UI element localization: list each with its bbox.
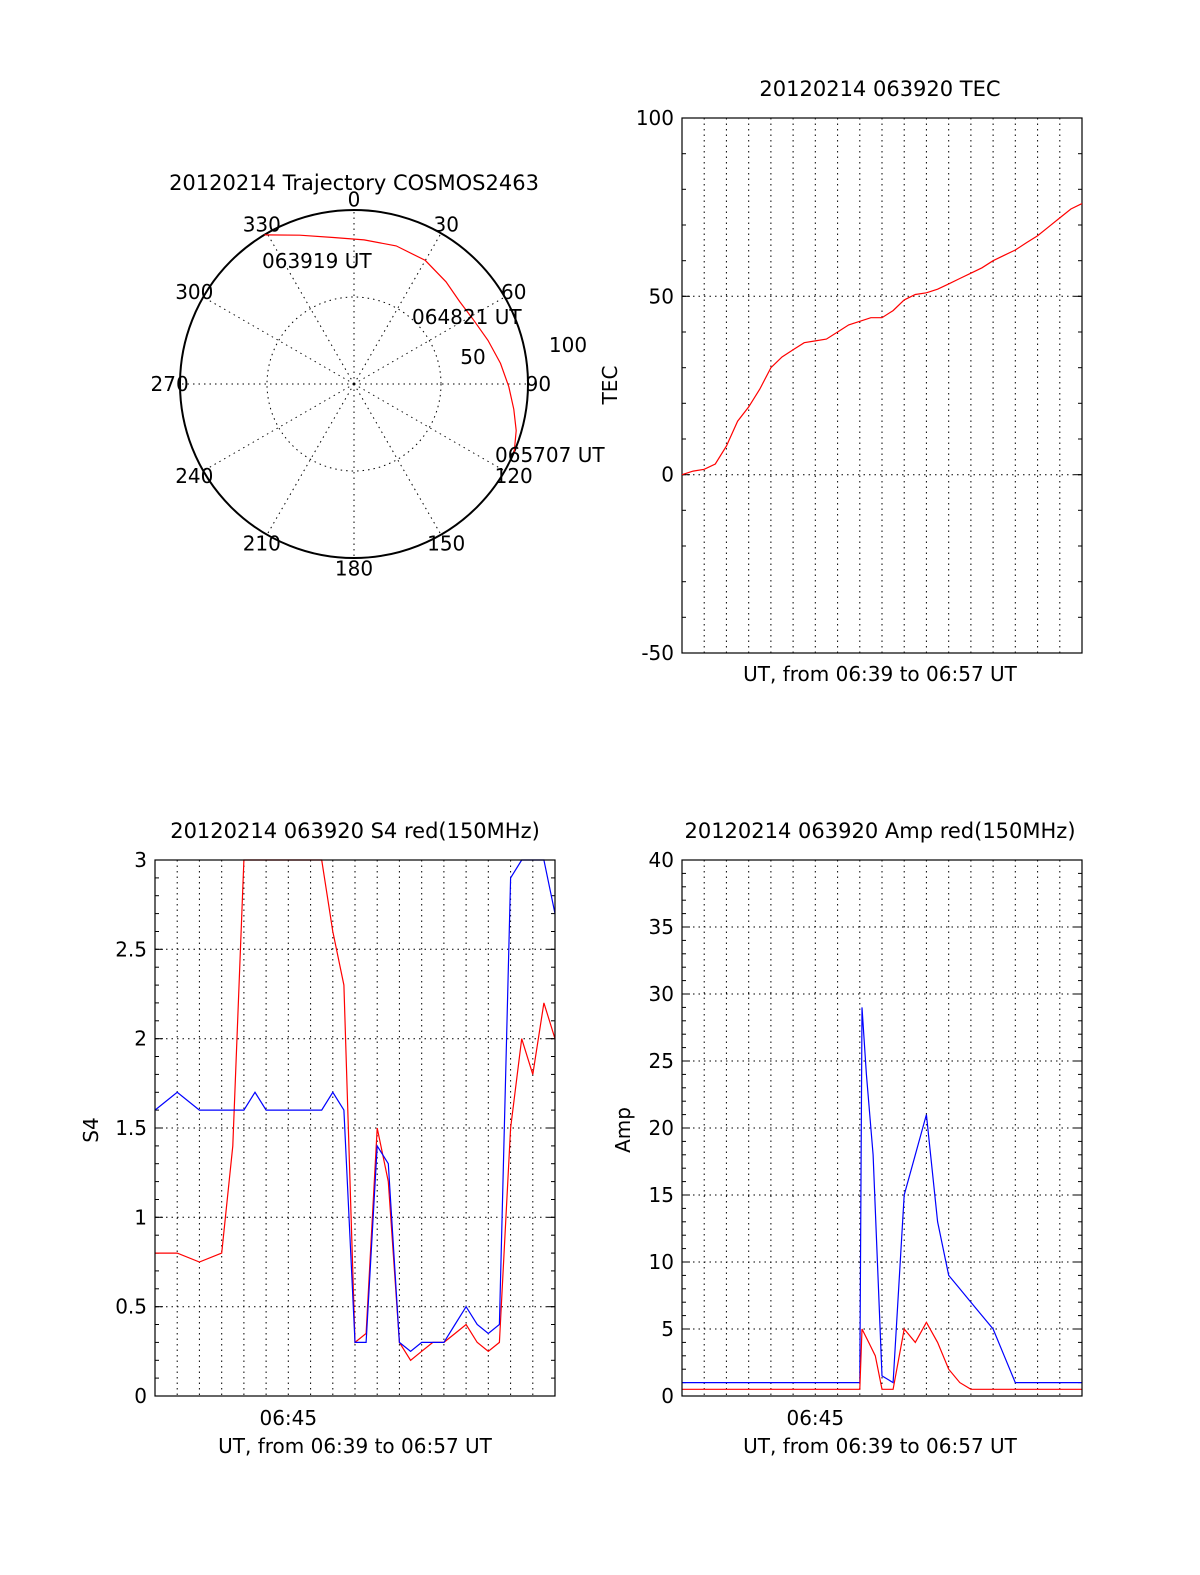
tec-y-label: TEC xyxy=(598,366,622,406)
amp-y-label: Amp xyxy=(611,1107,635,1153)
polar-angle-label-60: 60 xyxy=(501,280,526,304)
amp-x-tick-0645: 06:45 xyxy=(786,1406,844,1430)
polar-spoke-150 xyxy=(353,383,442,535)
amp-y-tick-6: 30 xyxy=(649,982,674,1006)
polar-angle-labels: 0 30 60 90 120 150 180 210 240 270 300 330 xyxy=(151,188,552,581)
s4-y-tick-2: 1 xyxy=(134,1205,147,1229)
s4-x-label: UT, from 06:39 to 06:57 UT xyxy=(218,1434,493,1458)
polar-annotation-end: 065707 UT xyxy=(495,443,605,467)
polar-annotation-mid: 064821 UT xyxy=(412,305,522,329)
tec-series-line xyxy=(681,203,1083,476)
s4-y-ticks: 0 0.5 1 1.5 2 2.5 3 xyxy=(115,848,147,1408)
amp-y-tick-5: 25 xyxy=(649,1049,674,1073)
tec-frame xyxy=(681,117,1083,654)
amp-grid xyxy=(682,859,1082,1397)
amp-series-red-line xyxy=(682,1321,1082,1390)
amp-y-ticks: 0 5 10 15 20 25 30 35 40 xyxy=(649,848,674,1408)
amp-y-tick-8: 40 xyxy=(649,848,674,872)
tec-y-tick-0: -50 xyxy=(641,641,674,665)
polar-angle-label-210: 210 xyxy=(243,532,281,556)
polar-angle-label-180: 180 xyxy=(335,556,373,580)
amp-y-tick-0: 0 xyxy=(661,1384,674,1408)
s4-y-tick-0: 0 xyxy=(134,1384,147,1408)
tec-y-tick-2: 50 xyxy=(649,284,674,308)
polar-outer-ring xyxy=(179,209,529,559)
polar-spoke-120 xyxy=(353,383,505,472)
polar-radial-tick-50: 50 xyxy=(460,345,485,369)
amp-y-tick-2: 10 xyxy=(649,1250,674,1274)
polar-chart: 20120214 Trajectory COSMOS2463 0 30 60 90 12… xyxy=(151,171,606,580)
tec-y-ticks: -50 0 50 100 xyxy=(636,106,674,665)
polar-annotation-start: 063919 UT xyxy=(262,249,372,273)
tec-chart: 20120214 063920 TEC -50 0 50 100 UT, from 0… xyxy=(598,77,1083,686)
polar-angle-label-150: 150 xyxy=(427,532,465,556)
polar-spoke-300 xyxy=(203,296,355,385)
s4-grid xyxy=(155,859,555,1397)
polar-spoke-240 xyxy=(203,383,355,472)
s4-y-tick-3: 1.5 xyxy=(115,1116,147,1140)
s4-y-tick-4: 2 xyxy=(134,1027,147,1051)
polar-angle-label-300: 300 xyxy=(175,280,213,304)
amp-y-tick-4: 20 xyxy=(649,1116,674,1140)
s4-y-tick-6: 3 xyxy=(134,848,147,872)
polar-angle-label-330: 330 xyxy=(243,212,281,236)
polar-angle-label-120: 120 xyxy=(495,464,533,488)
amp-series-blue-line xyxy=(682,1007,1082,1384)
tec-title: 20120214 063920 TEC xyxy=(759,77,1000,101)
polar-track-line xyxy=(264,234,517,453)
s4-y-tick-5: 2.5 xyxy=(115,937,147,961)
tec-y-tick-3: 100 xyxy=(636,106,674,130)
amp-frame xyxy=(681,859,1083,1397)
s4-y-label: S4 xyxy=(79,1117,103,1142)
tec-x-label: UT, from 06:39 to 06:57 UT xyxy=(743,662,1018,686)
amp-y-tick-3: 15 xyxy=(649,1183,674,1207)
amp-x-label: UT, from 06:39 to 06:57 UT xyxy=(743,1434,1018,1458)
tec-grid xyxy=(682,117,1082,654)
polar-ring-50 xyxy=(266,296,442,472)
amp-y-tick-1: 5 xyxy=(661,1317,674,1341)
polar-angle-label-0: 0 xyxy=(348,188,361,212)
polar-title: 20120214 Trajectory COSMOS2463 xyxy=(169,171,539,195)
s4-chart: 20120214 063920 S4 red(150MHz) 0 0.5 1 1.5 2… xyxy=(79,819,556,1458)
polar-angle-label-90: 90 xyxy=(526,372,551,396)
amp-chart: 20120214 063920 Amp red(150MHz) 0 5 10 15 20… xyxy=(611,819,1083,1458)
s4-x-tick-0645: 06:45 xyxy=(259,1406,317,1430)
s4-y-tick-1: 0.5 xyxy=(115,1295,147,1319)
tec-y-tick-1: 0 xyxy=(661,463,674,487)
amp-y-tick-7: 35 xyxy=(649,915,674,939)
s4-frame xyxy=(154,859,556,1397)
polar-radial-tick-100: 100 xyxy=(549,333,587,357)
polar-angle-label-270: 270 xyxy=(151,372,189,396)
polar-angle-label-240: 240 xyxy=(175,464,213,488)
amp-title: 20120214 063920 Amp red(150MHz) xyxy=(684,819,1075,843)
polar-angle-label-30: 30 xyxy=(433,212,458,236)
polar-grid xyxy=(179,209,529,559)
s4-title: 20120214 063920 S4 red(150MHz) xyxy=(170,819,540,843)
s4-series-blue-line xyxy=(154,859,556,1353)
